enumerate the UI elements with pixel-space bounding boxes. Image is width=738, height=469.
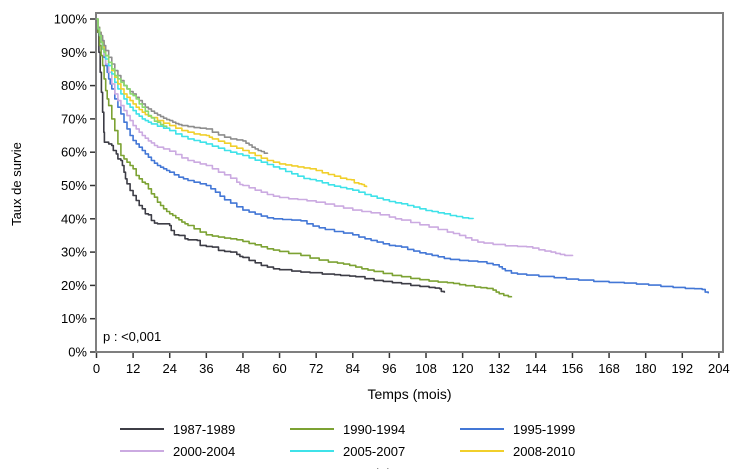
legend-item-1995-1999: 1995-1999: [460, 418, 630, 440]
x-tick-label: 108: [415, 361, 437, 376]
y-tick-label: 0%: [68, 345, 87, 360]
x-axis-label: Temps (mois): [367, 386, 452, 402]
legend-label: 1987-1989: [173, 421, 236, 437]
x-tick-label: 48: [236, 361, 250, 376]
legend-label: 1990-1994: [343, 421, 406, 437]
legend-line-swatch: [290, 450, 334, 452]
x-tick-label: 144: [525, 361, 547, 376]
legend-item-2000-2004: 2000-2004: [120, 440, 290, 462]
legend-item-1990-1994: 1990-1994: [290, 418, 460, 440]
x-tick-label: 72: [309, 361, 323, 376]
legend-label: 2014-juin 2015: [343, 466, 429, 469]
legend-line-swatch: [290, 428, 334, 430]
plot-frame: [95, 12, 724, 353]
y-tick-label: 70%: [61, 111, 87, 126]
legend-item-2005-2007: 2005-2007: [290, 440, 460, 462]
survival-curve-2000-2004: [96, 18, 574, 257]
x-tick-label: 156: [562, 361, 584, 376]
legend-line-swatch: [120, 450, 164, 452]
x-tick-label: 24: [162, 361, 176, 376]
y-tick-label: 50%: [61, 178, 87, 193]
x-tick-label: 60: [272, 361, 286, 376]
survival-curve-1987-1989: [96, 18, 446, 293]
survival-curve-1990-1994: [96, 18, 513, 298]
p-value-annotation: p : <0,001: [103, 329, 162, 344]
legend-line-swatch: [120, 428, 164, 430]
y-tick-label: 80%: [61, 78, 87, 93]
x-tick-label: 204: [708, 361, 730, 376]
legend-label: 2005-2007: [343, 443, 406, 459]
y-tick-label: 30%: [61, 245, 87, 260]
x-tick-label: 96: [382, 361, 396, 376]
x-tick-label: 0: [93, 361, 100, 376]
y-tick-label: 60%: [61, 145, 87, 160]
legend-item-2014-juin2015: 2014-juin 2015: [290, 462, 460, 469]
legend-label: 1995-1999: [513, 421, 576, 437]
legend-item-2008-2010: 2008-2010: [460, 440, 630, 462]
x-tick-label: 36: [199, 361, 213, 376]
survival-curve-1995-1999: [96, 18, 709, 294]
legend-label: 2008-2010: [513, 443, 576, 459]
y-tick-label: 90%: [61, 45, 87, 60]
legend-line-swatch: [460, 450, 504, 452]
chart-legend: 1987-1989 1990-1994 1995-1999 2000-2004 2005…: [120, 418, 730, 469]
x-tick-label: 192: [671, 361, 693, 376]
legend-line-swatch: [460, 428, 504, 430]
x-tick-label: 120: [452, 361, 474, 376]
x-tick-label: 168: [598, 361, 620, 376]
x-tick-label: 12: [126, 361, 140, 376]
legend-label: 2000-2004: [173, 443, 236, 459]
survival-curve-2005-2007: [96, 18, 475, 220]
y-tick-label: 100%: [54, 12, 88, 27]
survival-curve-2014-juin2015: [96, 18, 168, 128]
survival-curve-2011-2013: [96, 18, 269, 154]
x-tick-label: 84: [346, 361, 360, 376]
y-tick-label: 40%: [61, 211, 87, 226]
y-tick-label: 10%: [61, 311, 87, 326]
y-axis-label: Taux de survie: [9, 142, 24, 226]
plot-area: 0 12 24 36 48 60 72 84 96 108 120 132 144 156 168 180 19…: [54, 12, 730, 377]
y-tick-label: 20%: [61, 278, 87, 293]
x-tick-label: 132: [488, 361, 510, 376]
x-tick-label: 180: [635, 361, 657, 376]
legend-item-1987-1989: 1987-1989: [120, 418, 290, 440]
survival-curve-2008-2010: [96, 18, 368, 188]
